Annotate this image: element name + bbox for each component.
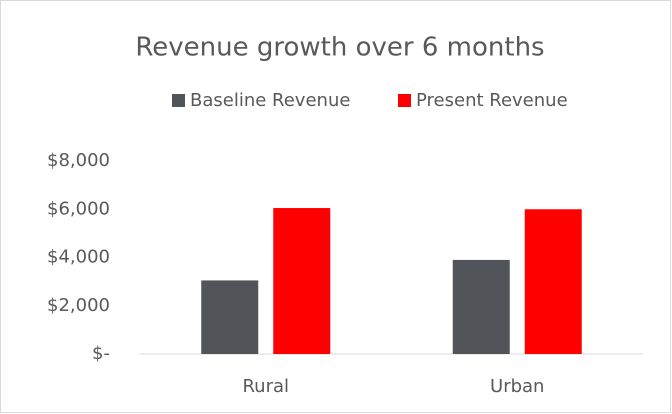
legend-swatch xyxy=(172,94,185,107)
legend-label: Present Revenue xyxy=(416,90,568,111)
legend-label: Baseline Revenue xyxy=(190,90,350,111)
y-tick-label: $6,000 xyxy=(47,198,110,219)
y-tick-label: $8,000 xyxy=(47,150,110,171)
x-tick-label: Rural xyxy=(242,376,289,397)
x-tick-label: Urban xyxy=(490,376,544,397)
bar xyxy=(524,209,582,354)
y-tick-label: $- xyxy=(92,343,110,364)
bar xyxy=(452,259,510,354)
y-tick-label: $4,000 xyxy=(47,247,110,268)
y-tick-label: $2,000 xyxy=(47,295,110,316)
bar xyxy=(201,280,259,354)
bar xyxy=(273,208,331,354)
chart-title: Revenue growth over 6 months xyxy=(135,33,544,63)
legend-swatch xyxy=(398,94,411,107)
